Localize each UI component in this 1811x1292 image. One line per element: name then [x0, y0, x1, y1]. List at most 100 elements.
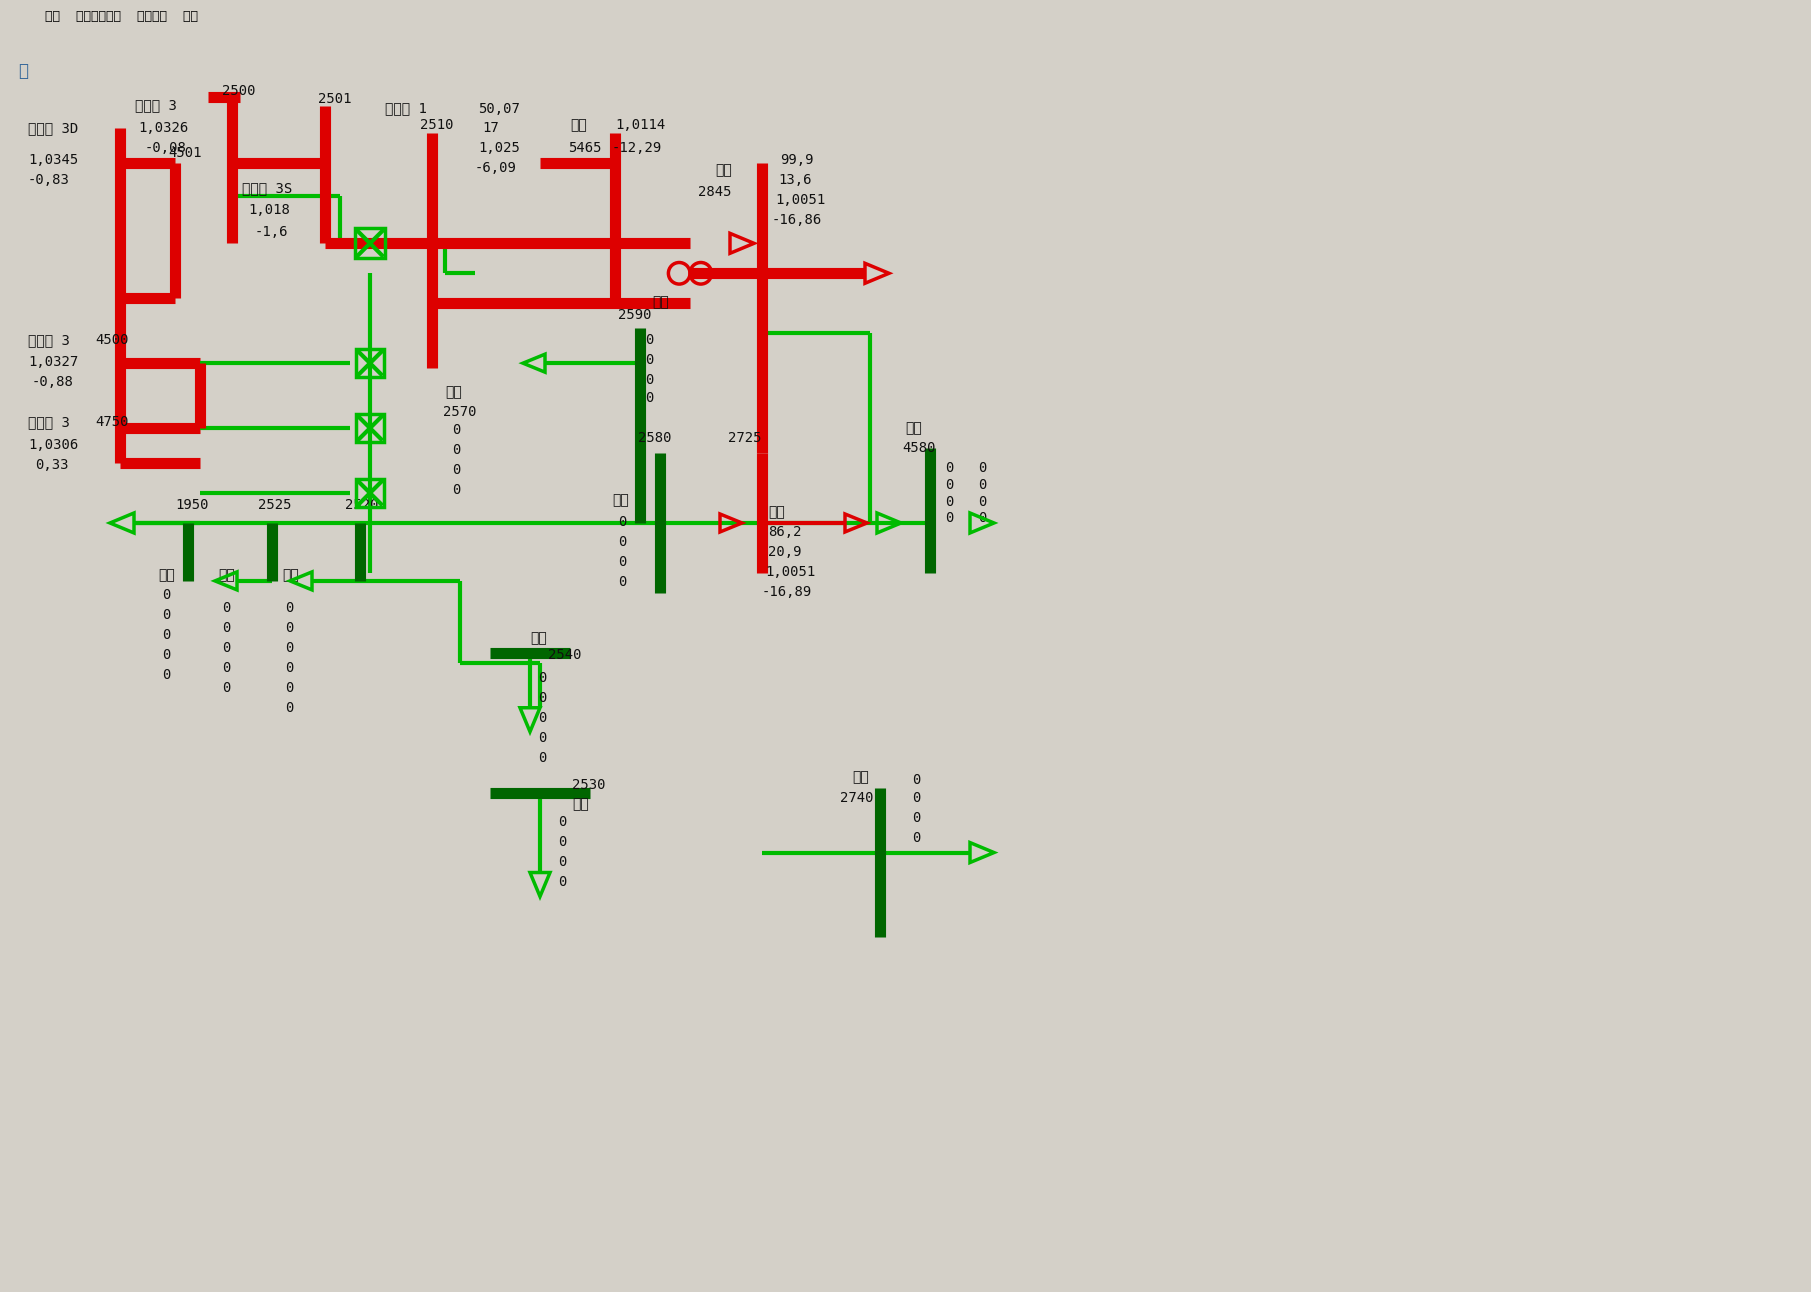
Text: -0,08: -0,08: [145, 141, 187, 155]
Text: 0: 0: [453, 422, 460, 437]
Bar: [357, 479, 384, 506]
Text: 0: 0: [538, 751, 547, 765]
Text: 0: 0: [645, 333, 654, 348]
Text: 구의: 구의: [158, 568, 174, 581]
Text: 0: 0: [161, 668, 170, 682]
Text: 동서울 1: 동서울 1: [386, 102, 427, 115]
Text: 0: 0: [453, 443, 460, 457]
Text: 0: 0: [223, 641, 230, 655]
Text: 0: 0: [538, 711, 547, 725]
Text: 4501: 4501: [168, 146, 201, 160]
Text: 4500: 4500: [94, 333, 129, 348]
Text: 석촌: 석촌: [531, 630, 547, 645]
Text: 수서: 수서: [768, 505, 784, 519]
Text: 1,025: 1,025: [478, 141, 520, 155]
Text: 0: 0: [223, 601, 230, 615]
Text: 2570: 2570: [444, 406, 476, 419]
Text: 4580: 4580: [902, 441, 936, 455]
Text: 천호: 천호: [217, 568, 235, 581]
Text: 0: 0: [978, 461, 987, 475]
Text: 0: 0: [538, 691, 547, 704]
Text: 2740: 2740: [840, 791, 873, 805]
Text: 0: 0: [618, 516, 627, 528]
Text: -0,83: -0,83: [27, 173, 71, 187]
Text: 동서울 3S: 동서울 3S: [243, 181, 292, 195]
Text: 0: 0: [538, 671, 547, 685]
Text: 5465: 5465: [569, 141, 601, 155]
Text: 1,0345: 1,0345: [27, 154, 78, 168]
Text: 2500: 2500: [223, 84, 255, 97]
Text: 2530: 2530: [572, 778, 605, 792]
Text: 0: 0: [913, 810, 920, 824]
Text: 0: 0: [161, 607, 170, 621]
Text: 0: 0: [223, 681, 230, 695]
Text: 잠실: 잠실: [612, 494, 628, 506]
Text: 13,6: 13,6: [779, 173, 811, 187]
Text: 0: 0: [913, 773, 920, 787]
Text: 0: 0: [945, 478, 953, 492]
Text: 0: 0: [645, 373, 654, 388]
Text: 0: 0: [223, 660, 230, 674]
Text: -16,89: -16,89: [762, 585, 813, 599]
Text: 2845: 2845: [697, 185, 732, 199]
Text: 신성남 3: 신성남 3: [27, 333, 71, 348]
Text: 강동: 강동: [283, 568, 299, 581]
Text: 0: 0: [558, 835, 567, 849]
Text: 0: 0: [161, 628, 170, 642]
Text: 복구    정전구간확인    전력조류    종료: 복구 정전구간확인 전력조류 종료: [45, 10, 197, 23]
Text: 곤지암 3: 곤지암 3: [27, 415, 71, 429]
Text: 2580: 2580: [637, 432, 672, 444]
Text: -0,88: -0,88: [33, 375, 74, 389]
Text: 0: 0: [945, 512, 953, 525]
Text: 1,0114: 1,0114: [616, 119, 665, 133]
Text: 1,0326: 1,0326: [138, 121, 188, 136]
Text: 0: 0: [284, 660, 293, 674]
Text: 0: 0: [453, 483, 460, 497]
Text: 0: 0: [978, 495, 987, 509]
Text: 2510: 2510: [420, 119, 453, 133]
Text: 0: 0: [645, 391, 654, 406]
Text: -16,86: -16,86: [771, 213, 822, 227]
Text: 86,2: 86,2: [768, 525, 802, 539]
Text: 2501: 2501: [319, 92, 351, 106]
Text: 2725: 2725: [728, 432, 761, 444]
Text: 17: 17: [482, 121, 498, 136]
Text: 1,018: 1,018: [248, 203, 290, 217]
Text: 0: 0: [913, 831, 920, 845]
Text: 동서울 3: 동서울 3: [136, 98, 177, 112]
Text: 종납: 종납: [572, 797, 589, 811]
Bar: [357, 349, 384, 377]
Text: 2590: 2590: [618, 309, 652, 322]
Bar: [357, 415, 384, 442]
Text: 0: 0: [945, 495, 953, 509]
Text: 2540: 2540: [549, 647, 581, 662]
Text: 0: 0: [558, 854, 567, 868]
Text: 동남: 동남: [906, 421, 922, 435]
Text: 🔧: 🔧: [18, 62, 27, 80]
Text: 0: 0: [645, 353, 654, 367]
Text: 0: 0: [284, 700, 293, 714]
Text: 0: 0: [618, 535, 627, 549]
Text: 신성남 3D: 신성남 3D: [27, 121, 78, 136]
Text: 1950: 1950: [176, 497, 208, 512]
Text: 0: 0: [161, 647, 170, 662]
Text: 0: 0: [284, 641, 293, 655]
Text: 20,9: 20,9: [768, 545, 802, 559]
Text: 1,0327: 1,0327: [27, 355, 78, 370]
Text: 0: 0: [284, 681, 293, 695]
Text: -1,6: -1,6: [255, 225, 288, 239]
Text: 0: 0: [618, 556, 627, 568]
Text: 가락: 가락: [715, 163, 732, 177]
Text: 2520: 2520: [346, 497, 378, 512]
Text: 0: 0: [453, 463, 460, 477]
Text: 0: 0: [978, 478, 987, 492]
Text: -12,29: -12,29: [612, 141, 663, 155]
Text: 1,0051: 1,0051: [764, 565, 815, 579]
Text: 50,07: 50,07: [478, 102, 520, 115]
Text: -6,09: -6,09: [474, 162, 516, 176]
Text: 0: 0: [978, 512, 987, 525]
Text: 0,33: 0,33: [34, 459, 69, 472]
Text: 0: 0: [161, 588, 170, 602]
Text: 0: 0: [558, 875, 567, 889]
Text: 1,0051: 1,0051: [775, 194, 826, 208]
